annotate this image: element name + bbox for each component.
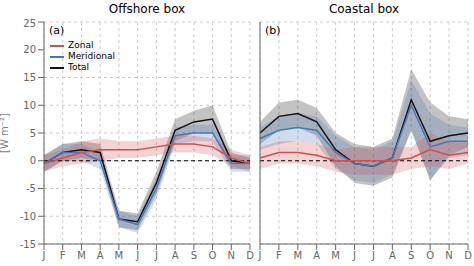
svg-text:J: J [135, 250, 139, 261]
svg-text:-15: -15 [20, 239, 36, 250]
svg-text:10: 10 [23, 100, 36, 111]
svg-text:J: J [258, 250, 262, 261]
svg-text:N: N [445, 250, 452, 261]
svg-text:M: M [115, 250, 124, 261]
svg-text:0: 0 [30, 155, 36, 166]
svg-text:A: A [389, 250, 396, 261]
svg-text:J: J [371, 250, 375, 261]
svg-text:S: S [191, 250, 197, 261]
svg-text:-5: -5 [26, 183, 36, 194]
svg-text:A: A [172, 250, 179, 261]
svg-text:25: 25 [23, 18, 36, 29]
svg-text:J: J [42, 250, 46, 261]
svg-text:F: F [60, 250, 66, 261]
svg-text:15: 15 [23, 72, 36, 83]
svg-text:O: O [426, 250, 434, 261]
svg-text:J: J [352, 250, 356, 261]
svg-text:A: A [97, 250, 104, 261]
html-text:Meridional: Meridional [68, 51, 115, 61]
svg-text:M: M [77, 250, 86, 261]
html-text:Total: Total [68, 62, 89, 72]
html-text:Coastal box: Coastal box [328, 2, 400, 16]
svg-text:N: N [228, 250, 235, 261]
svg-text:S: S [408, 250, 414, 261]
svg-text:-10: -10 [20, 211, 36, 222]
svg-text:[W m⁻²]: [W m⁻²] [8, 113, 10, 153]
svg-text:20: 20 [23, 44, 36, 55]
svg-text:M: M [331, 250, 340, 261]
svg-text:O: O [209, 250, 217, 261]
svg-text:A: A [313, 250, 320, 261]
html-text:(a): (a) [49, 24, 65, 37]
html-text:(b): (b) [265, 24, 281, 37]
svg-text:D: D [464, 250, 466, 261]
svg-text:D: D [246, 250, 254, 261]
svg-text:5: 5 [30, 128, 36, 139]
html-text:Zonal: Zonal [68, 40, 94, 50]
svg-text:F: F [276, 250, 282, 261]
html-text:Offshore box: Offshore box [108, 2, 186, 16]
svg-text:M: M [293, 250, 302, 261]
svg-text:J: J [154, 250, 158, 261]
